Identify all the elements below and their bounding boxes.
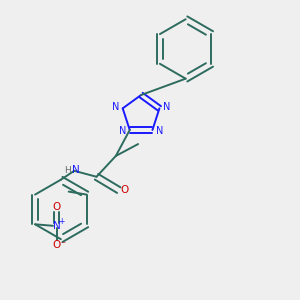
Text: H: H	[64, 166, 71, 175]
Text: +: +	[58, 217, 64, 226]
Text: N: N	[163, 103, 171, 112]
Text: O: O	[53, 202, 61, 212]
Text: N: N	[156, 126, 164, 136]
Text: N: N	[118, 126, 126, 136]
Text: O: O	[121, 185, 129, 195]
Text: O: O	[53, 240, 61, 250]
Text: N: N	[112, 103, 119, 112]
Text: N: N	[53, 221, 61, 231]
Text: N: N	[72, 165, 80, 175]
Text: ⁻: ⁻	[60, 240, 65, 250]
